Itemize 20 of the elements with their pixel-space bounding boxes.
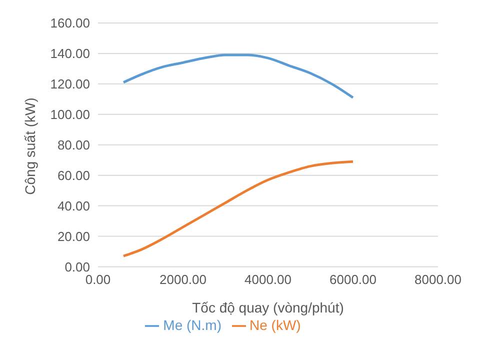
x-tick-label: 6000.00 [330, 272, 376, 287]
y-tick-label: 60.00 [57, 168, 90, 183]
line-series [122, 160, 354, 258]
y-tick-label: 40.00 [57, 198, 90, 214]
y-tick-label: 0.00 [64, 259, 90, 274]
y-tick-label: 120.00 [50, 76, 90, 92]
line-series [122, 54, 354, 99]
y-axis-title: Công suất (kW) [22, 98, 38, 195]
y-tick-label: 100.00 [50, 107, 90, 122]
x-axis-title: Tốc độ quay (vòng/phút) [192, 300, 344, 316]
y-tick-label: 80.00 [57, 137, 90, 152]
y-tick-label: 140.00 [50, 46, 90, 62]
x-tick-label: 2000.00 [160, 272, 206, 287]
legend-label: Ne (kW) [250, 316, 301, 333]
x-tick-label: 8000.00 [414, 272, 462, 287]
legend-label: Me (N.m) [163, 316, 222, 333]
x-tick-label: 4000.00 [244, 272, 292, 287]
x-tick-label: 0.00 [85, 272, 111, 287]
y-tick-label: 160.00 [50, 16, 90, 31]
y-tick-label: 20.00 [57, 228, 90, 244]
